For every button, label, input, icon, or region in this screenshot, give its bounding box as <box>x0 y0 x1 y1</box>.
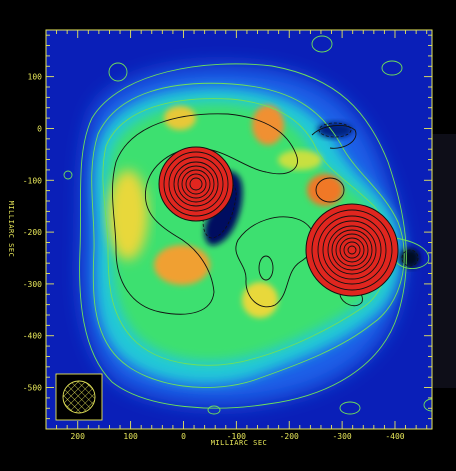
y-tick-label: 0 <box>37 124 42 133</box>
beam-inset <box>55 373 103 421</box>
y-tick-label: -400 <box>23 332 42 341</box>
x-tick-label: -400 <box>385 432 404 441</box>
lower-orange-region <box>154 245 210 285</box>
x-tick-label: 0 <box>181 432 186 441</box>
lower-yellow-region <box>242 282 278 318</box>
x-tick-label: 100 <box>123 432 138 441</box>
left-yellow-region <box>108 170 148 260</box>
y-tick-label: -100 <box>23 176 42 185</box>
east-hole <box>400 248 420 268</box>
y-tick-label: -300 <box>23 280 42 289</box>
side-panel <box>432 134 456 388</box>
right-orange-region <box>307 174 343 206</box>
x-tick-label: 200 <box>70 432 85 441</box>
inner-contours <box>112 113 363 315</box>
top-orange-region <box>252 105 284 145</box>
x-axis-title: MILLIARC SEC <box>211 439 268 447</box>
x-tick-label: -300 <box>332 432 351 441</box>
tick-marks <box>46 30 432 429</box>
plot-frame <box>45 29 433 430</box>
y-tick-labels: 100 0 -100 -200 -300 -400 -500 <box>23 73 42 393</box>
y-tick-label: 100 <box>28 73 43 82</box>
eastern-core <box>305 203 399 297</box>
outer-contours <box>63 35 432 415</box>
x-tick-labels: 200 100 0 -100 -200 -300 -400 <box>70 432 404 441</box>
y-axis-title: MILLIARC SEC <box>7 201 15 258</box>
x-tick-label: -100 <box>227 432 246 441</box>
intensity-map <box>46 30 432 429</box>
x-tick-label: -200 <box>280 432 299 441</box>
mid-yellow-region <box>278 150 322 170</box>
y-tick-label: -200 <box>23 228 42 237</box>
top-yellow-region <box>164 106 196 130</box>
y-tick-label: -500 <box>23 384 42 393</box>
western-core <box>158 146 234 222</box>
